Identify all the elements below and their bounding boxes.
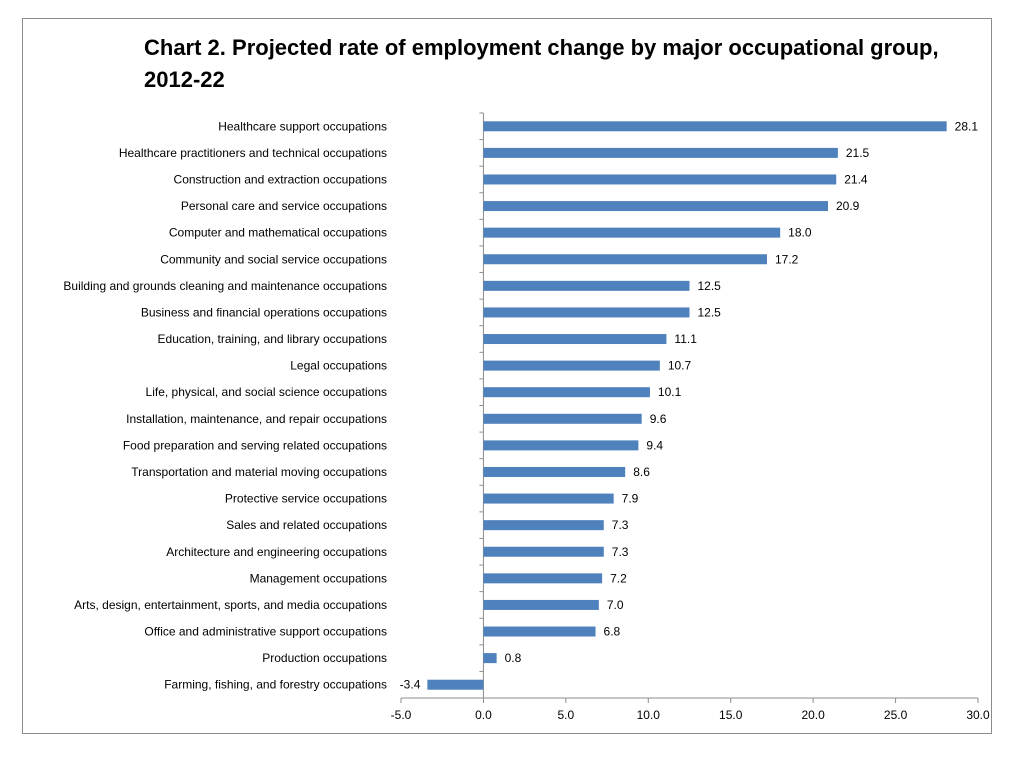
data-label: 6.8 <box>604 625 621 639</box>
bar <box>483 493 614 504</box>
bar <box>483 147 838 158</box>
category-label: Building and grounds cleaning and mainte… <box>63 279 387 293</box>
bar <box>483 546 604 557</box>
data-label: 28.1 <box>955 119 979 133</box>
data-label: 7.2 <box>610 571 627 585</box>
category-label: Personal care and service occupations <box>181 199 387 213</box>
data-label: 7.0 <box>607 598 624 612</box>
category-label: Construction and extraction occupations <box>174 172 387 186</box>
category-label: Installation, maintenance, and repair oc… <box>126 412 387 426</box>
bar <box>483 413 642 424</box>
data-label: 9.6 <box>650 412 667 426</box>
category-label: Arts, design, entertainment, sports, and… <box>74 598 387 612</box>
category-label: Management occupations <box>250 571 387 585</box>
data-label: 21.5 <box>846 146 870 160</box>
data-label: 7.9 <box>622 492 639 506</box>
data-label: 12.5 <box>698 279 722 293</box>
x-tick-label: 25.0 <box>884 708 908 722</box>
bar <box>427 679 484 690</box>
category-label: Computer and mathematical occupations <box>169 226 387 240</box>
data-label: -3.4 <box>400 678 421 692</box>
bar <box>483 440 639 451</box>
data-label: 10.1 <box>658 385 682 399</box>
x-tick-label: 30.0 <box>966 708 990 722</box>
category-label: Education, training, and library occupat… <box>158 332 387 346</box>
category-label: Business and financial operations occupa… <box>141 305 387 319</box>
data-label: 11.1 <box>674 332 697 346</box>
bar <box>483 387 650 398</box>
bar <box>483 360 660 371</box>
category-label: Farming, fishing, and forestry occupatio… <box>164 678 387 692</box>
x-tick-label: 20.0 <box>801 708 825 722</box>
data-label: 9.4 <box>646 438 663 452</box>
x-tick-label: 0.0 <box>475 708 492 722</box>
data-label: 21.4 <box>844 172 868 186</box>
data-label: 17.2 <box>775 252 799 266</box>
bar <box>483 626 596 637</box>
data-label: 20.9 <box>836 199 860 213</box>
bar <box>483 653 497 664</box>
data-label: 8.6 <box>633 465 650 479</box>
data-label: 10.7 <box>668 359 692 373</box>
x-tick-label: -5.0 <box>391 708 412 722</box>
bar <box>483 599 599 610</box>
category-label: Sales and related occupations <box>226 518 387 532</box>
bar <box>483 334 667 345</box>
category-label: Office and administrative support occupa… <box>144 625 387 639</box>
x-tick-label: 15.0 <box>719 708 743 722</box>
category-label: Architecture and engineering occupations <box>166 545 387 559</box>
category-label: Healthcare practitioners and technical o… <box>119 146 387 160</box>
bar <box>483 174 837 185</box>
category-label: Transportation and material moving occup… <box>131 465 387 479</box>
category-label: Healthcare support occupations <box>218 119 387 133</box>
category-label: Protective service occupations <box>225 492 387 506</box>
category-label: Food preparation and serving related occ… <box>123 438 387 452</box>
data-label: 7.3 <box>612 545 629 559</box>
data-label: 7.3 <box>612 518 629 532</box>
category-label: Production occupations <box>262 651 387 665</box>
chart-frame <box>22 18 992 734</box>
category-label: Legal occupations <box>290 359 387 373</box>
x-tick-label: 5.0 <box>558 708 575 722</box>
data-label: 12.5 <box>698 305 722 319</box>
bar <box>483 466 626 477</box>
bar <box>483 307 690 318</box>
bar <box>483 520 604 531</box>
bar <box>483 280 690 291</box>
bar <box>483 201 828 212</box>
bar <box>483 121 947 132</box>
bar <box>483 254 767 265</box>
category-label: Life, physical, and social science occup… <box>146 385 387 399</box>
chart-title: Chart 2. Projected rate of employment ch… <box>144 35 939 92</box>
bar <box>483 227 781 238</box>
data-label: 18.0 <box>788 226 812 240</box>
data-label: 0.8 <box>505 651 522 665</box>
x-tick-label: 10.0 <box>637 708 661 722</box>
category-label: Community and social service occupations <box>160 252 387 266</box>
bar <box>483 573 603 584</box>
